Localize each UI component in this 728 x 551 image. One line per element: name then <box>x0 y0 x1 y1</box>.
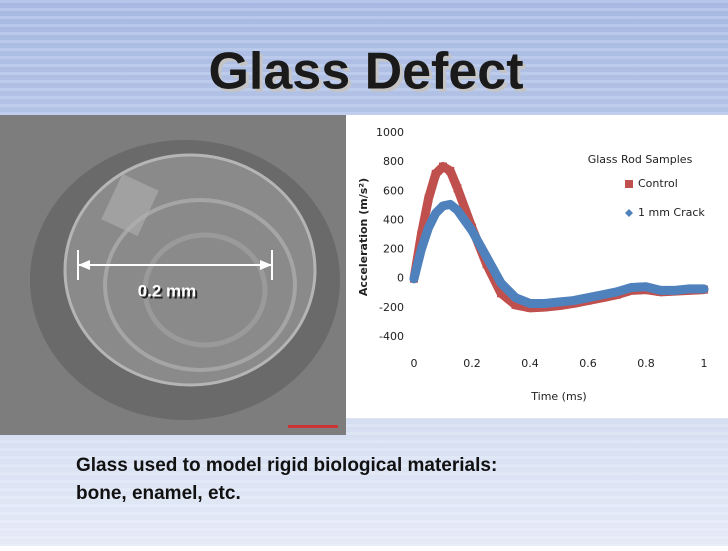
scale-label-shadow: 0.2 mm <box>140 283 199 302</box>
x-tick-label: 0.4 <box>521 357 539 370</box>
data-point <box>569 296 578 305</box>
data-point <box>584 293 592 302</box>
y-tick-label: 1000 <box>376 126 404 139</box>
x-tick-label: 0 <box>411 357 418 370</box>
data-point <box>468 226 476 235</box>
data-point <box>424 223 433 232</box>
data-point <box>482 252 491 261</box>
data-point <box>598 290 607 299</box>
photo <box>0 115 346 435</box>
data-point <box>511 300 520 309</box>
caption-line: Glass used to model rigid biological mat… <box>76 455 497 476</box>
y-tick-label: 200 <box>383 243 404 256</box>
data-point <box>439 162 447 171</box>
data-point <box>497 289 505 298</box>
data-point <box>700 284 708 293</box>
data-point <box>540 299 549 308</box>
legend-marker <box>625 180 633 188</box>
data-point <box>656 286 665 295</box>
data-point <box>671 286 679 295</box>
y-tick-label: 0 <box>397 272 404 285</box>
chart-area <box>346 115 728 418</box>
legend-label: Control <box>638 177 678 190</box>
scale-label: 0.2 mm <box>138 281 197 300</box>
chart: -400 -200 0 200 400 600 800 1000 0 0.2 0.4 0.6 0.8 1 T… <box>357 126 709 403</box>
y-tick-label: 800 <box>383 155 404 168</box>
data-point <box>410 274 418 283</box>
data-point <box>453 206 462 215</box>
title-shadow: Glass Defect <box>211 46 526 104</box>
legend-marker <box>625 209 633 217</box>
data-point <box>511 293 520 302</box>
data-point <box>431 169 440 178</box>
x-tick-label: 1 <box>701 357 708 370</box>
legend-title: Glass Rod Samples <box>588 153 693 166</box>
x-tick-label: 0.6 <box>579 357 597 370</box>
caption-line: bone, enamel, etc. <box>76 483 241 504</box>
y-tick-label: -200 <box>379 301 404 314</box>
data-point <box>613 287 621 296</box>
data-point <box>497 279 505 288</box>
x-tick-label: 0.2 <box>463 357 481 370</box>
data-point <box>526 299 534 308</box>
y-axis-title: Acceleration (m/s²) <box>357 178 370 296</box>
y-tick-label: 400 <box>383 213 404 226</box>
legend-label: 1 mm Crack <box>638 206 705 219</box>
y-tick-label: -400 <box>379 330 404 343</box>
data-point <box>453 184 462 193</box>
y-tick-label: 600 <box>383 184 404 197</box>
x-axis-title: Time (ms) <box>530 390 586 403</box>
data-point <box>424 194 433 203</box>
x-tick-label: 0.8 <box>637 357 655 370</box>
data-point <box>627 283 636 292</box>
data-point <box>417 231 426 239</box>
data-point <box>555 298 563 307</box>
data-point <box>446 166 455 175</box>
data-point <box>439 201 447 210</box>
slide-title: Glass Defect <box>208 43 523 101</box>
data-point <box>431 209 440 218</box>
data-point <box>685 284 694 293</box>
data-point <box>446 200 455 209</box>
data-point <box>417 245 426 254</box>
data-point <box>642 282 650 291</box>
